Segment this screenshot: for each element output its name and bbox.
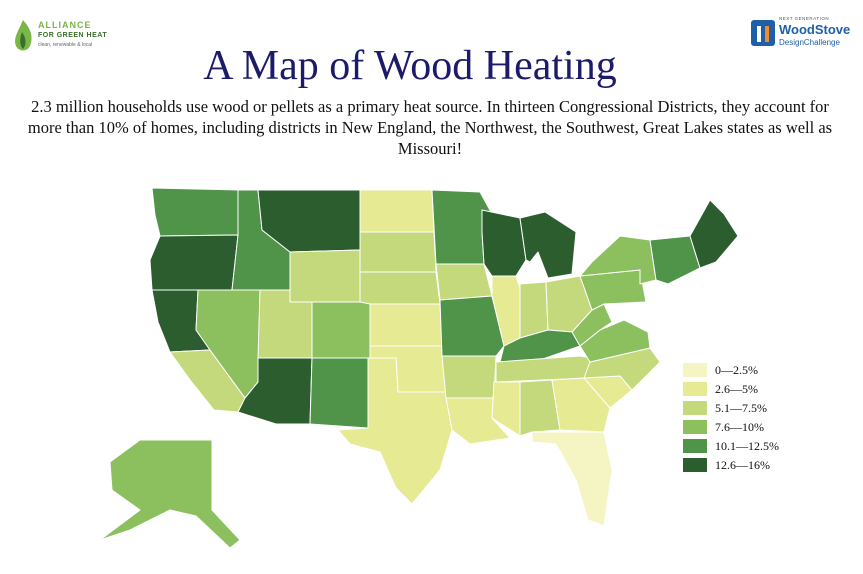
flame-icon: [15, 20, 32, 51]
region-wisconsin: [481, 209, 527, 277]
legend-item-10-1-12-5: 10.1—12.5%: [683, 438, 793, 454]
region-south-dakota: [359, 231, 437, 273]
region-kansas: [369, 303, 443, 347]
page-title: A Map of Wood Heating: [203, 43, 617, 89]
logo-right-name: WoodStove: [779, 22, 851, 37]
legend-swatch: [683, 439, 707, 453]
legend: 0—2.5% 2.6—5% 5.1—7.5% 7.6—10% 10.1—12.5…: [683, 362, 793, 476]
region-washington: [151, 187, 241, 237]
logo-left-tagline: clean, renewable & local: [38, 42, 93, 48]
region-arkansas: [441, 355, 497, 399]
region-oregon: [149, 234, 239, 291]
region-alabama: [519, 379, 561, 437]
region-nebraska: [359, 271, 441, 305]
region-indiana: [519, 281, 549, 339]
legend-item-2-6-5: 2.6—5%: [683, 381, 793, 397]
region-michigan: [519, 211, 577, 279]
legend-label: 7.6—10%: [715, 419, 764, 434]
region-new-york: [579, 235, 657, 285]
stove-icon: [751, 20, 775, 46]
region-florida: [531, 431, 613, 527]
legend-label: 12.6—16%: [715, 457, 770, 472]
logo-left-line2: FOR GREEN HEAT: [38, 32, 108, 39]
legend-label: 5.1—7.5%: [715, 400, 767, 415]
region-new-mexico: [309, 357, 371, 429]
region-alaska: [99, 439, 241, 549]
legend-swatch: [683, 382, 707, 396]
legend-label: 0—2.5%: [715, 362, 758, 377]
alliance-for-green-heat-logo: ALLIANCE FOR GREEN HEAT clean, renewable…: [10, 18, 120, 54]
legend-swatch: [683, 363, 707, 377]
woodstove-challenge-logo: NEXT GENERATION WoodStove DesignChalleng…: [749, 16, 855, 52]
region-iowa: [435, 263, 493, 301]
legend-swatch: [683, 458, 707, 472]
legend-item-12-6-16: 12.6—16%: [683, 457, 793, 473]
region-wyoming: [289, 249, 361, 303]
region-north-dakota: [359, 189, 435, 233]
region-new-england: [649, 235, 701, 285]
logo-right-top: NEXT GENERATION: [779, 16, 830, 21]
page-subtitle: 2.3 million households use wood or pelle…: [27, 97, 833, 158]
logo-left-name: ALLIANCE: [38, 20, 92, 30]
legend-item-7-6-10: 7.6—10%: [683, 419, 793, 435]
region-maine: [689, 199, 739, 269]
region-pennsylvania: [579, 269, 647, 311]
legend-item-5-1-7-5: 5.1—7.5%: [683, 400, 793, 416]
legend-swatch: [683, 420, 707, 434]
region-missouri: [439, 295, 505, 357]
region-colorado: [311, 301, 371, 359]
legend-label: 2.6—5%: [715, 381, 758, 396]
legend-swatch: [683, 401, 707, 415]
logo-right-sub: DesignChallenge: [779, 38, 840, 47]
legend-label: 10.1—12.5%: [715, 438, 779, 453]
legend-item-0-2-5: 0—2.5%: [683, 362, 793, 378]
region-texas: [337, 357, 453, 505]
